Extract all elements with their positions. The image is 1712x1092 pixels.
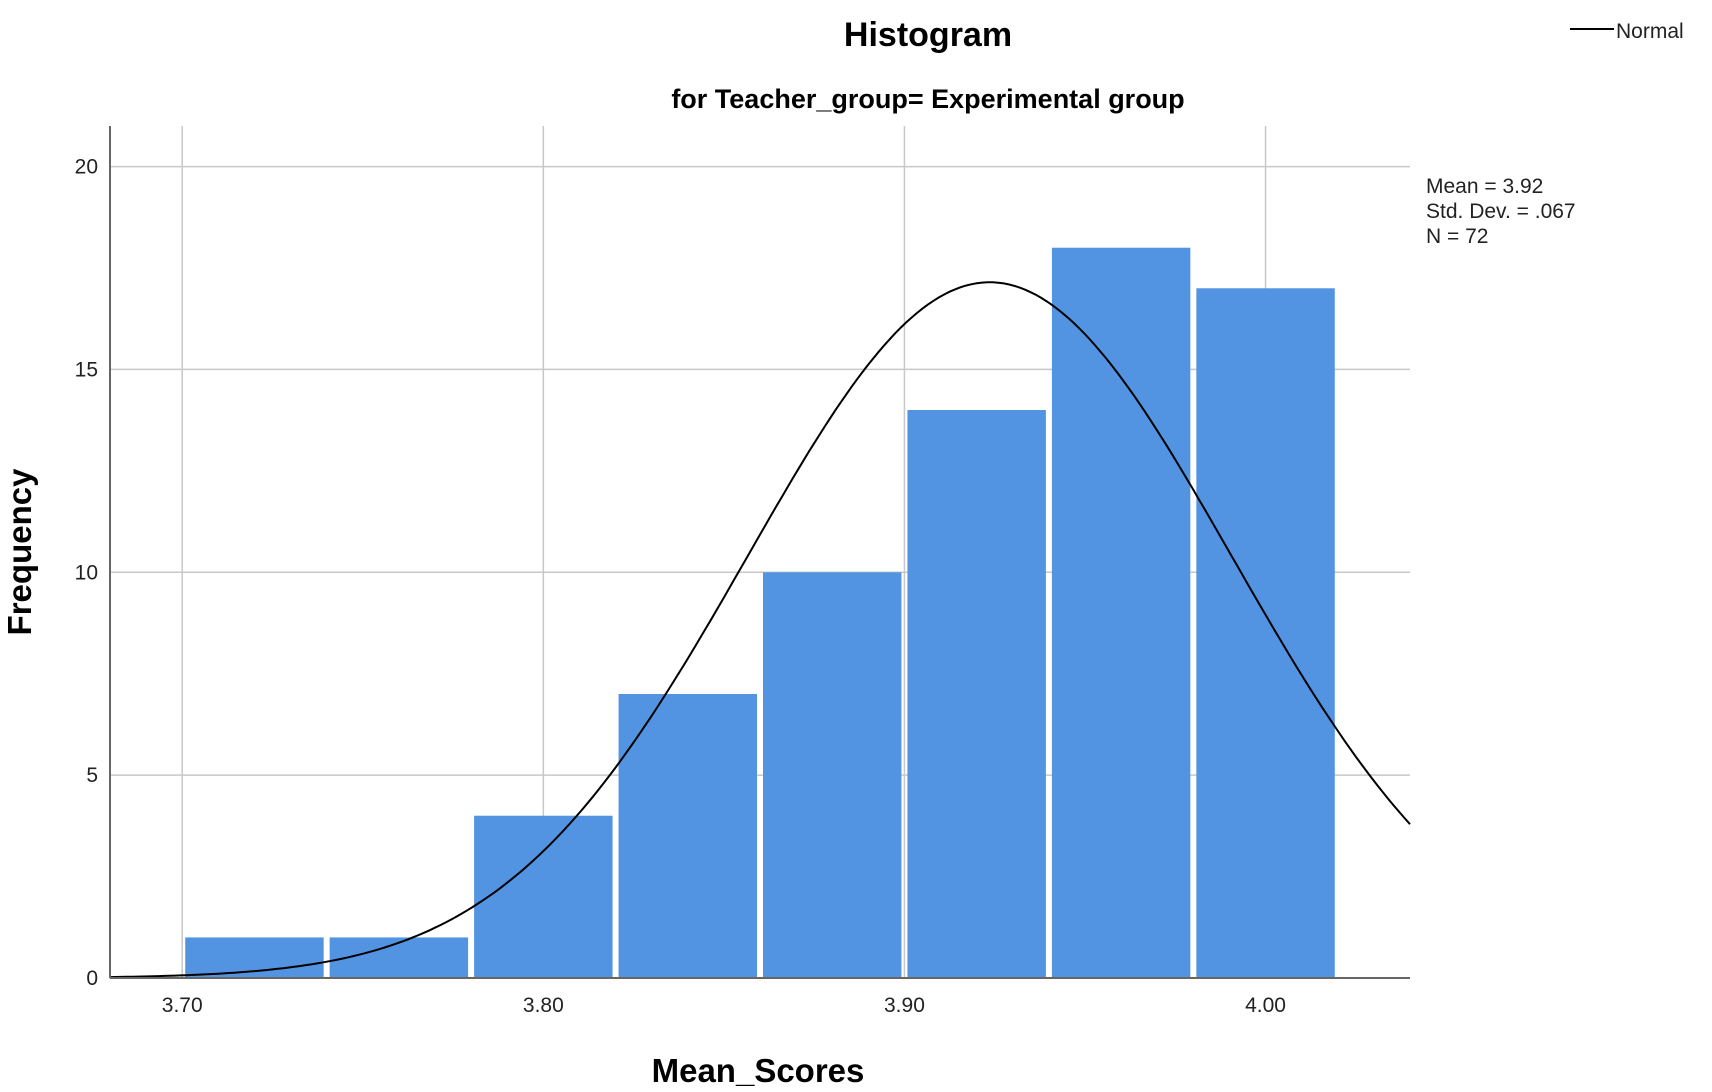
axes — [109, 126, 1410, 979]
histogram-bar — [618, 694, 757, 978]
chart-title: Histogram — [844, 16, 1012, 54]
histogram-bar — [907, 410, 1046, 978]
histogram-bar — [763, 572, 902, 978]
y-tick-label: 10 — [75, 561, 98, 584]
legend: Normal — [1570, 20, 1684, 43]
histogram-bars — [185, 247, 1335, 978]
normal-curve — [109, 281, 1411, 979]
y-tick-labels: 0 5 10 15 20 — [75, 156, 98, 990]
histogram-bar — [1051, 247, 1191, 978]
x-tick-labels: 3.70 3.80 3.90 4.00 — [162, 994, 1286, 1017]
y-tick-label: 5 — [86, 764, 98, 787]
stat-n: N = 72 — [1426, 225, 1488, 248]
stat-std-dev: Std. Dev. = .067 — [1426, 200, 1576, 223]
x-tick-label: 3.80 — [523, 994, 564, 1017]
x-axis-title: Mean_Scores — [652, 1052, 865, 1089]
y-tick-label: 20 — [75, 156, 98, 179]
stat-mean: Mean = 3.92 — [1426, 175, 1543, 198]
histogram-bar — [1196, 288, 1335, 978]
stats-box: Mean = 3.92 Std. Dev. = .067 N = 72 — [1426, 175, 1576, 248]
legend-normal-label: Normal — [1616, 20, 1684, 43]
y-tick-label: 0 — [86, 967, 98, 990]
y-axis-title: Frequency — [1, 468, 38, 636]
chart-subtitle: for Teacher_group= Experimental group — [671, 84, 1184, 114]
histogram-bar — [329, 937, 469, 978]
y-tick-label: 15 — [75, 358, 98, 381]
x-tick-label: 3.90 — [884, 994, 925, 1017]
histogram-bar — [474, 815, 613, 978]
x-tick-label: 4.00 — [1245, 994, 1286, 1017]
x-tick-label: 3.70 — [162, 994, 203, 1017]
